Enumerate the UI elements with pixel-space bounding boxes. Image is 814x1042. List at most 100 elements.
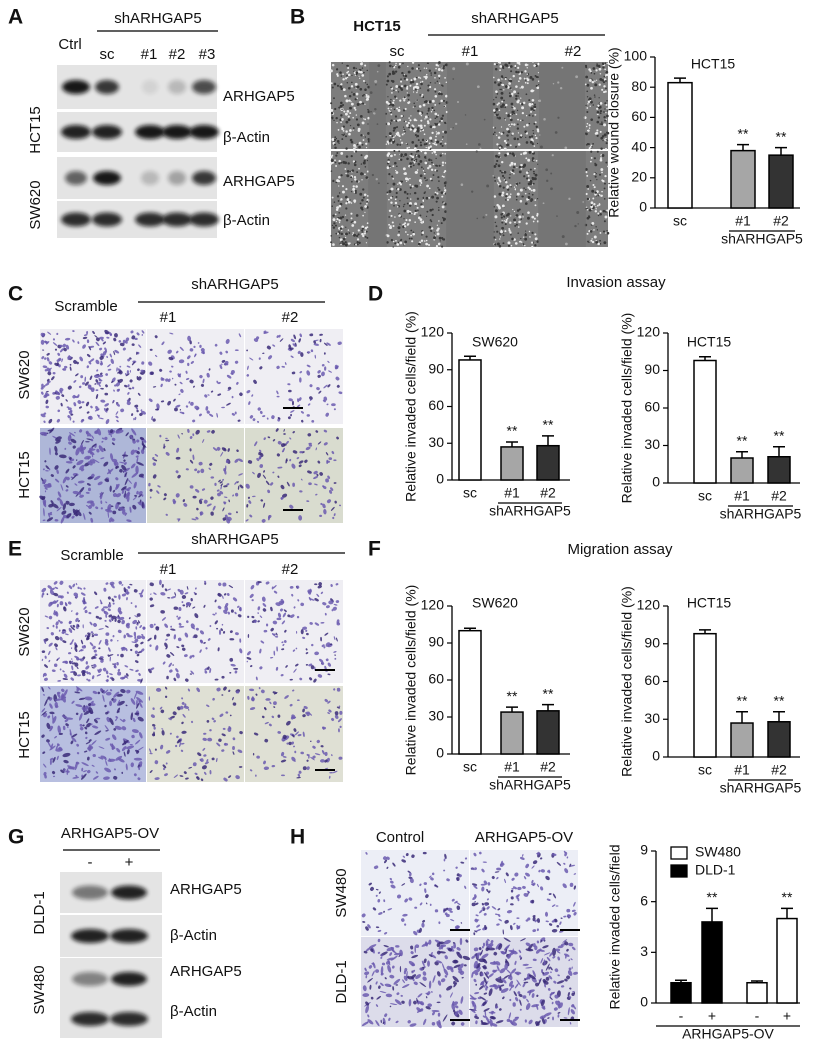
cell [120, 653, 124, 658]
cell [409, 162, 413, 165]
cell [103, 447, 106, 452]
wound-gap [538, 151, 586, 247]
cell [68, 620, 72, 625]
cell [122, 740, 129, 746]
cell [409, 186, 412, 189]
cell [531, 245, 534, 248]
cell [594, 191, 597, 194]
panel-label: F [368, 538, 381, 561]
cell [122, 347, 126, 351]
cell [410, 198, 412, 200]
cell [409, 201, 413, 205]
cell [43, 763, 47, 768]
cell [407, 65, 409, 68]
cell [55, 744, 59, 750]
cell [594, 210, 598, 213]
cell [444, 192, 447, 195]
cell [115, 477, 119, 481]
cell [524, 130, 527, 134]
cell [507, 212, 510, 216]
cell [495, 96, 497, 99]
cell [331, 224, 334, 227]
cell [525, 115, 528, 117]
cell [517, 226, 520, 228]
cell [277, 714, 281, 718]
cell [589, 179, 592, 182]
cell [73, 402, 77, 407]
bar [767, 456, 791, 484]
band [189, 125, 219, 139]
cell [336, 68, 338, 70]
cell [44, 774, 47, 779]
cell [75, 447, 80, 456]
cell [599, 232, 602, 234]
cell [130, 762, 134, 768]
cell [338, 159, 341, 163]
cell [217, 393, 222, 396]
x-tick-label: #2 [540, 485, 556, 501]
cell [352, 160, 356, 163]
band-label: β-Actin [223, 212, 270, 229]
cell [129, 668, 134, 671]
cell [393, 108, 396, 111]
cell [585, 75, 589, 79]
cell [443, 105, 446, 108]
cell [522, 195, 524, 198]
cell [516, 192, 520, 196]
cell [227, 386, 232, 390]
cell [362, 139, 365, 141]
cell [361, 227, 365, 230]
cell [525, 79, 527, 82]
cell [416, 91, 418, 94]
cell-label: SW480 [31, 965, 48, 1014]
cell [375, 969, 380, 973]
band [135, 125, 165, 139]
cell [434, 76, 436, 79]
cell [528, 99, 531, 102]
cell [345, 202, 348, 205]
cell [101, 440, 104, 443]
bar [693, 359, 717, 484]
cell [57, 680, 61, 682]
cell [588, 147, 591, 150]
cell [503, 89, 505, 91]
cell [521, 111, 525, 115]
cell [67, 765, 75, 770]
cell [419, 144, 423, 147]
cell [291, 400, 294, 406]
cell [350, 101, 352, 103]
band [192, 171, 216, 185]
cell [435, 157, 437, 160]
cell [521, 102, 524, 106]
cell [52, 716, 57, 724]
cell [405, 78, 409, 81]
cell [592, 183, 595, 187]
cell [339, 238, 343, 242]
y-tick-label: 60 [631, 108, 647, 124]
cell [509, 87, 512, 90]
cell [499, 180, 502, 183]
cell [363, 71, 365, 74]
cell [150, 371, 154, 375]
cell [185, 405, 189, 408]
cell [603, 230, 606, 233]
cell [113, 337, 117, 342]
cell [595, 79, 598, 81]
cell [127, 358, 131, 362]
cell [585, 125, 588, 128]
cell [49, 745, 56, 751]
cell [57, 409, 61, 413]
cell [517, 71, 520, 74]
cell [604, 62, 607, 65]
cell [532, 183, 534, 185]
cell [57, 725, 61, 734]
cell [530, 89, 533, 93]
lane-label: #1 [160, 309, 177, 326]
bar [746, 981, 768, 1004]
cell [351, 169, 355, 172]
cell [416, 67, 419, 70]
cell [56, 755, 59, 761]
cell [44, 490, 47, 493]
cell [511, 113, 514, 115]
cell [390, 214, 393, 217]
